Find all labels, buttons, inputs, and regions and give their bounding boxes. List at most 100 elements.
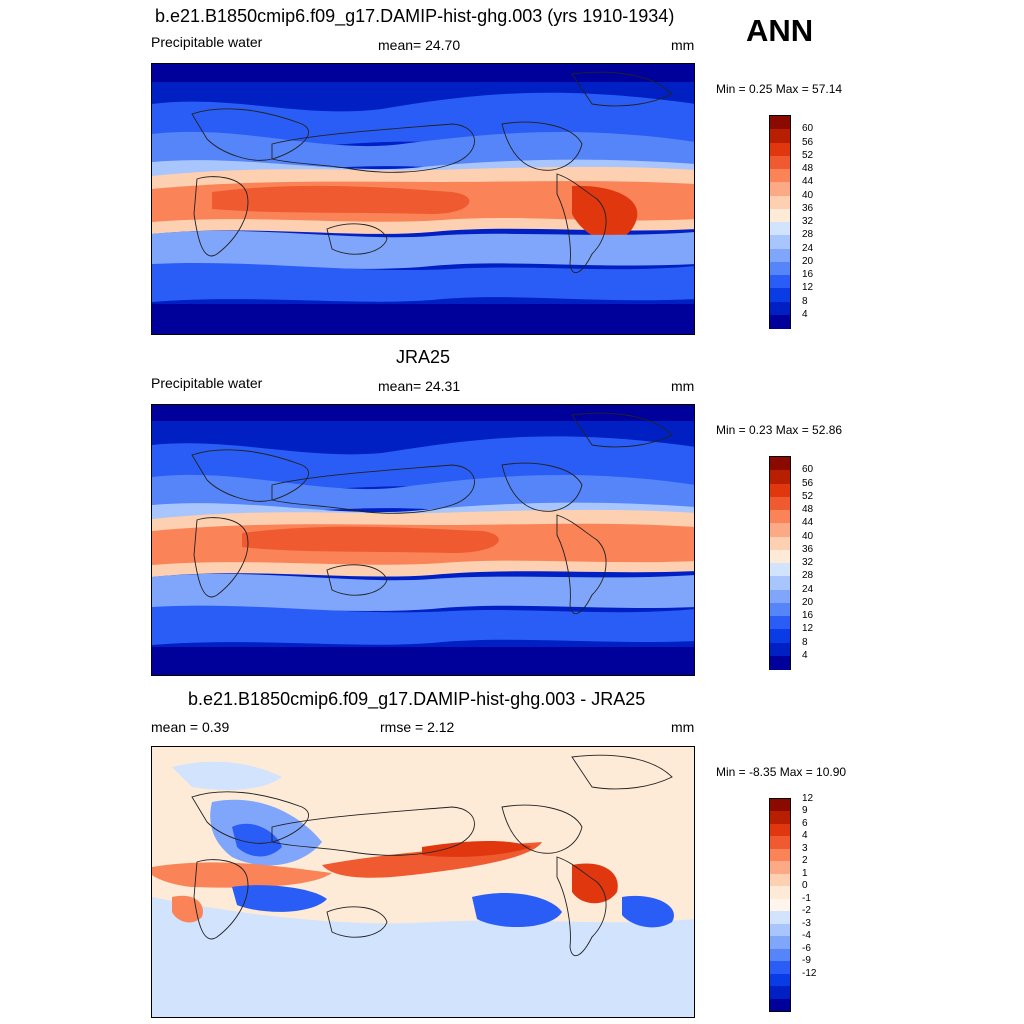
colorbar-tick-label: 56 [802, 477, 814, 489]
panel-3-contour-field [152, 747, 694, 1017]
colorbar-segment [770, 986, 790, 1000]
colorbar-tick-label: 20 [802, 596, 814, 608]
panel-2-title: JRA25 [396, 347, 451, 367]
colorbar-segment [770, 642, 790, 657]
colorbar-segment [770, 314, 790, 329]
panel-2-mean-label: mean= 24.31 [378, 378, 461, 394]
colorbar-tick-label: -1 [802, 892, 811, 904]
colorbar-tick-label: 12 [802, 282, 814, 294]
colorbar-segment [770, 589, 790, 604]
colorbar-segment [770, 142, 790, 157]
panel-3-colorbar [769, 798, 791, 1012]
colorbar-segment [770, 576, 790, 590]
colorbar-segment [770, 602, 790, 617]
panel-1-map [151, 63, 695, 335]
colorbar-tick-label: 32 [802, 216, 814, 227]
colorbar-tick-label: 8 [802, 295, 808, 307]
colorbar-segment [770, 549, 790, 564]
panel-1-contour-field [152, 64, 694, 334]
colorbar-tick-label: 3 [802, 842, 808, 854]
colorbar-segment [770, 195, 790, 210]
colorbar-tick-label: 24 [802, 242, 814, 254]
colorbar-segment [770, 261, 790, 276]
colorbar-segment [770, 911, 790, 925]
colorbar-tick-label: -12 [802, 967, 817, 979]
colorbar-segment [770, 169, 790, 183]
colorbar-tick-label: -2 [802, 905, 811, 917]
colorbar-segment [770, 510, 790, 524]
colorbar-segment [770, 275, 790, 289]
colorbar-tick-label: 0 [802, 880, 808, 892]
colorbar-tick-label: 44 [802, 176, 814, 188]
colorbar-segment [770, 898, 790, 912]
colorbar-segment [770, 457, 790, 471]
colorbar-segment [770, 116, 790, 130]
colorbar-segment [770, 248, 790, 263]
colorbar-tick-label: 6 [802, 817, 808, 829]
colorbar-segment [770, 496, 790, 511]
colorbar-segment [770, 222, 790, 236]
panel-3-mean-label: mean = 0.39 [151, 719, 230, 735]
colorbar-tick-label: 24 [802, 583, 814, 595]
colorbar-tick-label: 52 [802, 149, 814, 161]
colorbar-tick-label: 28 [802, 229, 814, 241]
panel-3-title: b.e21.B1850cmip6.f09_g17.DAMIP-hist-ghg.… [188, 689, 646, 709]
panel-2-map [151, 404, 695, 676]
colorbar-tick-label: 9 [802, 805, 808, 817]
panel-2-units: mm [671, 378, 695, 394]
colorbar-segment [770, 873, 790, 887]
colorbar-segment [770, 811, 790, 825]
colorbar-tick-label: -3 [802, 917, 811, 929]
colorbar-segment [770, 861, 790, 875]
colorbar-tick-label: 52 [802, 490, 814, 502]
colorbar-tick-label: 4 [802, 830, 808, 842]
colorbar-segment [770, 936, 790, 950]
colorbar-tick-label: 36 [802, 543, 814, 555]
panel-3-minmax: Min = -8.35 Max = 10.90 [716, 765, 847, 779]
colorbar-tick-label: -6 [802, 942, 811, 954]
panel-2-variable-label: Precipitable water [151, 375, 263, 391]
colorbar-segment [770, 629, 790, 643]
panel-1-minmax: Min = 0.25 Max = 57.14 [716, 82, 843, 96]
colorbar-segment [770, 563, 790, 577]
panel-1-variable-label: Precipitable water [151, 34, 263, 50]
panel-1-colorbar [769, 115, 791, 329]
colorbar-tick-label: 20 [802, 255, 814, 267]
colorbar-segment [770, 288, 790, 302]
colorbar-tick-label: 28 [802, 570, 814, 582]
colorbar-segment [770, 973, 790, 987]
colorbar-tick-label: 60 [802, 123, 814, 135]
colorbar-tick-label: 48 [802, 163, 814, 174]
colorbar-tick-label: 32 [802, 557, 814, 568]
colorbar-segment [770, 886, 790, 900]
colorbar-tick-label: 44 [802, 517, 814, 529]
colorbar-segment [770, 536, 790, 551]
colorbar-segment [770, 483, 790, 498]
colorbar-tick-label: 4 [802, 649, 808, 661]
colorbar-tick-label: 12 [802, 623, 814, 635]
colorbar-tick-label: -9 [802, 955, 811, 967]
colorbar-segment [770, 998, 790, 1012]
colorbar-tick-label: 2 [802, 855, 808, 867]
colorbar-tick-label: 36 [802, 202, 814, 214]
panel-1-units: mm [671, 37, 695, 53]
colorbar-tick-label: 16 [802, 269, 814, 280]
colorbar-segment [770, 799, 790, 812]
colorbar-tick-label: 40 [802, 189, 814, 201]
colorbar-segment [770, 235, 790, 249]
colorbar-segment [770, 129, 790, 143]
colorbar-tick-label: 4 [802, 308, 808, 320]
colorbar-tick-label: -4 [802, 930, 811, 942]
panel-2-colorbar [769, 456, 791, 670]
panel-2-contour-field [152, 405, 694, 675]
colorbar-tick-label: 48 [802, 504, 814, 515]
panel-3-map [151, 746, 695, 1018]
panel-3-rmse-label: rmse = 2.12 [380, 719, 455, 735]
colorbar-segment [770, 301, 790, 316]
colorbar-tick-label: 40 [802, 530, 814, 542]
colorbar-segment [770, 823, 790, 837]
colorbar-segment [770, 616, 790, 630]
panel-2-minmax: Min = 0.23 Max = 52.86 [716, 423, 843, 437]
colorbar-tick-label: 1 [802, 867, 808, 879]
panel-1-mean-label: mean= 24.70 [378, 37, 461, 53]
